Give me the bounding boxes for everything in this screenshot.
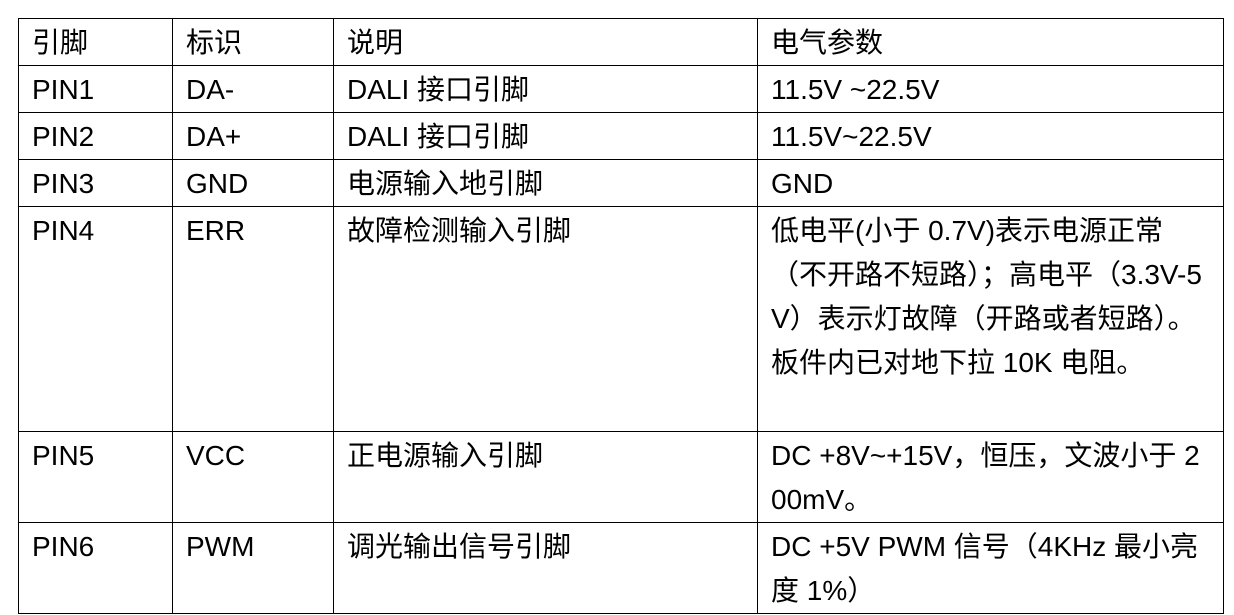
cell-electrical: DC +5V PWM 信号（4KHz 最小亮度 1%） xyxy=(757,522,1224,614)
header-pin: 引脚 xyxy=(18,18,173,66)
cell-pin: PIN5 xyxy=(18,431,173,523)
cell-description: 电源输入地引脚 xyxy=(333,159,758,207)
cell-pin: PIN2 xyxy=(18,112,173,160)
cell-electrical: 11.5V~22.5V xyxy=(757,112,1224,160)
cell-electrical: GND xyxy=(757,159,1224,207)
pin-table: 引脚 标识 说明 电气参数 PIN1 DA- DALI 接口引脚 11.5V ~… xyxy=(18,18,1224,614)
cell-label: DA+ xyxy=(172,112,334,160)
table-row: PIN1 DA- DALI 接口引脚 11.5V ~22.5V xyxy=(18,65,1224,113)
cell-description: 调光输出信号引脚 xyxy=(333,522,758,614)
header-description: 说明 xyxy=(333,18,758,66)
cell-pin: PIN1 xyxy=(18,65,173,113)
table-row: PIN5 VCC 正电源输入引脚 DC +8V~+15V，恒压，文波小于 200… xyxy=(18,431,1224,523)
cell-label: GND xyxy=(172,159,334,207)
cell-electrical: 低电平(小于 0.7V)表示电源正常（不开路不短路）；高电平（3.3V-5V）表… xyxy=(757,206,1224,432)
cell-label: ERR xyxy=(172,206,334,432)
cell-electrical: DC +8V~+15V，恒压，文波小于 200mV。 xyxy=(757,431,1224,523)
table-row: PIN3 GND 电源输入地引脚 GND xyxy=(18,159,1224,207)
header-label: 标识 xyxy=(172,18,334,66)
table-header-row: 引脚 标识 说明 电气参数 xyxy=(18,18,1224,66)
table-row: PIN4 ERR 故障检测输入引脚 低电平(小于 0.7V)表示电源正常（不开路… xyxy=(18,206,1224,432)
cell-description: 正电源输入引脚 xyxy=(333,431,758,523)
cell-description: 故障检测输入引脚 xyxy=(333,206,758,432)
cell-label: VCC xyxy=(172,431,334,523)
cell-description: DALI 接口引脚 xyxy=(333,112,758,160)
cell-pin: PIN3 xyxy=(18,159,173,207)
cell-label: DA- xyxy=(172,65,334,113)
cell-pin: PIN4 xyxy=(18,206,173,432)
cell-electrical: 11.5V ~22.5V xyxy=(757,65,1224,113)
header-electrical: 电气参数 xyxy=(757,18,1224,66)
table-row: PIN6 PWM 调光输出信号引脚 DC +5V PWM 信号（4KHz 最小亮… xyxy=(18,522,1224,614)
cell-pin: PIN6 xyxy=(18,522,173,614)
table-row: PIN2 DA+ DALI 接口引脚 11.5V~22.5V xyxy=(18,112,1224,160)
cell-description: DALI 接口引脚 xyxy=(333,65,758,113)
cell-label: PWM xyxy=(172,522,334,614)
